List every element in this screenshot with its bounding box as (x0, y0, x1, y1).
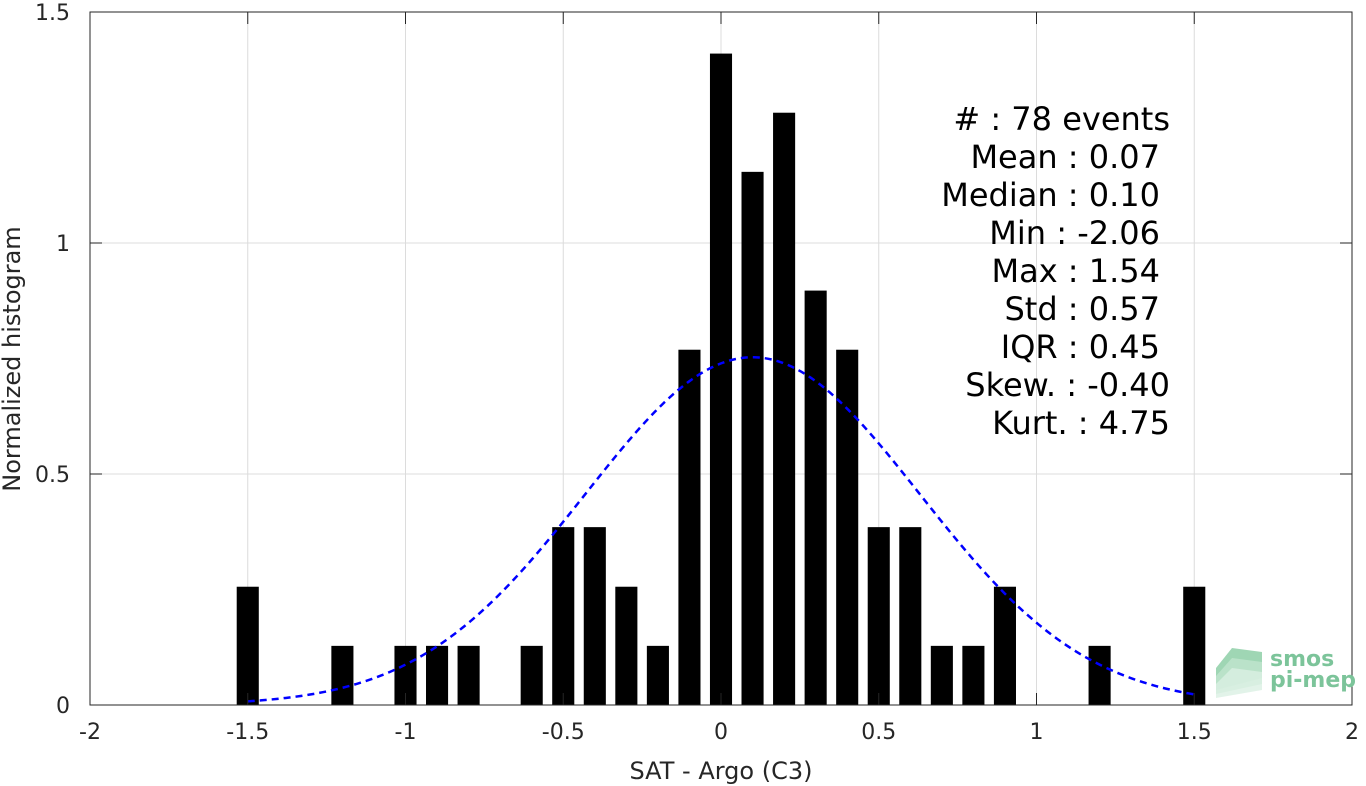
gaussian-fit-curve (247, 356, 1195, 703)
y-tick-label: 1 (56, 232, 70, 257)
histogram-bar (457, 645, 480, 705)
x-tick-label: -0.5 (542, 720, 585, 745)
histogram-bar (583, 527, 606, 705)
logo-text-smos: smos (1270, 647, 1334, 672)
y-ticks (90, 11, 1352, 706)
y-tick-label: 0.5 (35, 463, 70, 488)
histogram-bar (993, 586, 1016, 705)
y-axis-label: Normalized histogram (0, 226, 26, 491)
histogram-bar (962, 645, 985, 705)
stats-line: # : 78 events (953, 100, 1170, 138)
x-tick-label: -2 (79, 720, 101, 745)
histogram-bar (236, 586, 259, 705)
x-tick-label: 1 (1030, 720, 1044, 745)
histogram-bar (331, 645, 354, 705)
stats-line: Min : -2.06 (989, 214, 1160, 252)
y-tick-labels: 0 0.5 1 1.5 (35, 1, 70, 719)
histogram-bar (836, 349, 859, 705)
x-tick-label: 1.5 (1177, 720, 1212, 745)
x-tick-labels: -2 -1.5 -1 -0.5 0 0.5 1 1.5 2 (79, 720, 1359, 745)
histogram-bar (709, 53, 733, 705)
x-tick-label: 0.5 (861, 720, 896, 745)
x-tick-label: -1 (395, 720, 417, 745)
histogram-bar (678, 349, 701, 705)
x-ticks (89, 12, 1353, 705)
stats-line: Skew. : -0.40 (965, 366, 1170, 404)
histogram-bar (773, 112, 796, 705)
histogram-bar (1183, 586, 1206, 705)
histogram-bar (615, 586, 638, 705)
stats-line: Max : 1.54 (991, 252, 1160, 290)
wave-logo-icon (1216, 648, 1262, 698)
y-tick-label: 1.5 (35, 1, 70, 26)
logo-text-pi-mep: pi-mep (1270, 668, 1356, 693)
histogram-bar (930, 645, 953, 705)
histogram-bar (804, 290, 827, 705)
histogram-bar (646, 645, 669, 705)
histogram-bar (741, 171, 764, 706)
x-tick-label: 2 (1345, 720, 1359, 745)
histogram-bar (520, 645, 543, 705)
histogram-bar (1088, 645, 1111, 705)
x-axis-label: SAT - Argo (C3) (630, 757, 813, 785)
bars (236, 53, 1206, 706)
histogram-bar (552, 527, 575, 705)
stats-line: Kurt. : 4.75 (992, 404, 1170, 442)
stats-line: Std : 0.57 (1004, 290, 1160, 328)
x-tick-label: -1.5 (226, 720, 269, 745)
stats-line: Mean : 0.07 (970, 138, 1160, 176)
smos-pi-mep-logo: smos pi-mep (1216, 647, 1356, 698)
stats-line: Median : 0.10 (941, 176, 1160, 214)
histogram-bar (426, 645, 449, 705)
stats-line: IQR : 0.45 (1001, 328, 1160, 366)
y-tick-label: 0 (56, 694, 70, 719)
x-tick-label: 0 (714, 720, 728, 745)
histogram-bar (899, 527, 922, 705)
histogram-bar (867, 527, 890, 705)
